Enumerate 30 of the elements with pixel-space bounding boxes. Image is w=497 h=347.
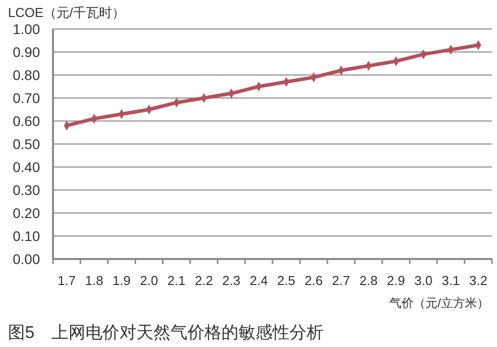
- y-axis-title: LCOE（元/千瓦时）: [8, 5, 126, 20]
- x-tick-label: 1.9: [112, 273, 131, 288]
- y-tick-label: 0.10: [12, 228, 40, 244]
- x-tick-label: 1.8: [85, 273, 104, 288]
- x-tick-label: 1.7: [58, 273, 76, 288]
- y-tick-label: 0.80: [12, 66, 40, 83]
- y-tick-label: 1.00: [12, 20, 40, 37]
- x-tick-label: 2.8: [359, 273, 378, 288]
- y-tick-label: 0.90: [12, 44, 40, 60]
- y-tick-label: 0.20: [12, 204, 40, 221]
- x-tick-label: 2.1: [167, 273, 186, 288]
- y-tick-label: 0.60: [12, 112, 40, 129]
- x-tick-label: 3.1: [442, 273, 460, 288]
- y-tick-label: 0.50: [12, 136, 40, 152]
- x-tick-label: 2.0: [140, 273, 158, 288]
- x-axis-title: 气价（元/立方米）: [390, 296, 489, 310]
- x-tick-label: 2.9: [386, 273, 406, 288]
- y-tick-label: 0.40: [12, 158, 40, 175]
- x-tick-label: 2.3: [222, 273, 240, 288]
- x-tick-label: 2.7: [332, 273, 350, 288]
- x-tick-label: 2.5: [277, 273, 296, 288]
- text: 图5 上网电价对天然气价格的敏感性分析: [8, 323, 324, 342]
- x-tick-label: 2.6: [304, 273, 323, 288]
- x-tick-label: 2.2: [194, 273, 213, 288]
- x-tick-label: 3.0: [414, 273, 432, 288]
- y-tick-label: 0.30: [12, 182, 40, 198]
- x-tick-label: 2.4: [250, 273, 268, 288]
- y-tick-label: 0.70: [12, 90, 40, 106]
- x-tick-label: 3.2: [469, 273, 488, 288]
- y-tick-label: 0.00: [12, 250, 40, 267]
